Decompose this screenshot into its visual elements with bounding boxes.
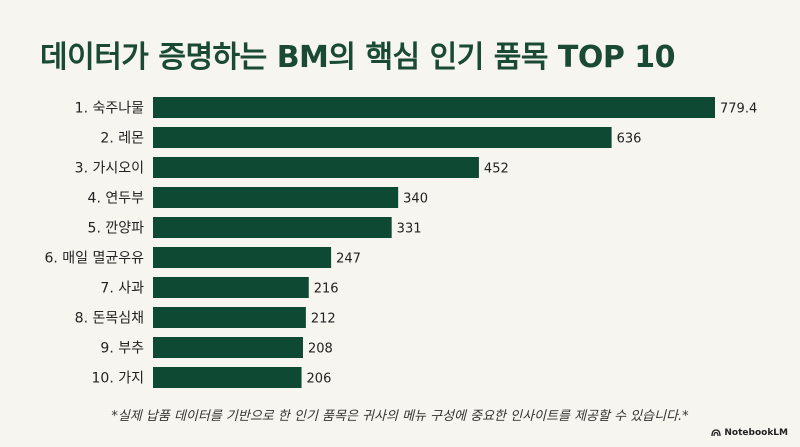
bar bbox=[153, 307, 306, 328]
bar bbox=[153, 247, 332, 268]
value-label: 779.4 bbox=[720, 102, 757, 117]
category-label: 6. 매일 멸균우유 bbox=[44, 251, 144, 267]
category-label: 1. 숙주나물 bbox=[75, 101, 144, 117]
bar bbox=[153, 127, 612, 148]
notebooklm-logo-icon bbox=[711, 429, 722, 437]
chart-title: 데이터가 증명하는 BM의 핵심 인기 품목 TOP 10 bbox=[40, 40, 676, 75]
bar bbox=[153, 367, 302, 388]
footnote: *실제 납품 데이터를 기반으로 한 인기 품목은 귀사의 메뉴 구성에 중요한… bbox=[111, 409, 689, 424]
bar bbox=[153, 157, 479, 178]
bar bbox=[153, 337, 303, 358]
value-label: 216 bbox=[314, 282, 339, 297]
value-label: 206 bbox=[307, 372, 332, 387]
category-label: 10. 가지 bbox=[92, 371, 144, 387]
notebooklm-brand: NotebookLM bbox=[711, 428, 788, 438]
category-label: 8. 돈목심채 bbox=[75, 311, 144, 327]
value-label: 212 bbox=[311, 312, 336, 327]
bar bbox=[153, 277, 309, 298]
category-label: 7. 사과 bbox=[100, 281, 144, 297]
category-label: 2. 레몬 bbox=[100, 131, 144, 147]
value-label: 331 bbox=[397, 222, 422, 237]
bar bbox=[153, 187, 399, 208]
value-label: 452 bbox=[484, 162, 509, 177]
brand-label: NotebookLM bbox=[724, 428, 788, 438]
category-label: 9. 부추 bbox=[100, 341, 144, 357]
bar bbox=[153, 97, 715, 118]
value-label: 340 bbox=[403, 192, 428, 207]
category-label: 5. 깐양파 bbox=[88, 221, 145, 237]
bar bbox=[153, 217, 392, 238]
value-label: 208 bbox=[308, 342, 333, 357]
value-label: 247 bbox=[336, 252, 361, 267]
category-label: 3. 가시오이 bbox=[75, 161, 144, 177]
value-label: 636 bbox=[617, 132, 642, 147]
category-label: 4. 연두부 bbox=[88, 191, 145, 207]
